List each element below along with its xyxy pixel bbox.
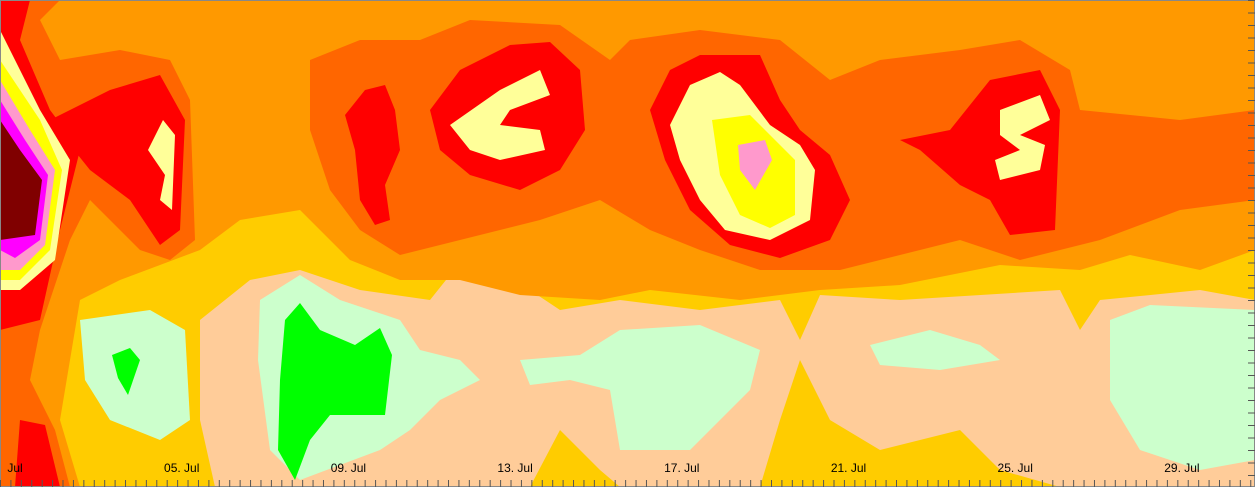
- x-tick-label: 29. Jul: [1164, 461, 1199, 475]
- x-tick-label: 13. Jul: [497, 461, 532, 475]
- x-tick-label: 05. Jul: [164, 461, 199, 475]
- x-tick-label: Jul: [7, 461, 22, 475]
- x-tick-label: 21. Jul: [831, 461, 866, 475]
- x-tick-label: 17. Jul: [664, 461, 699, 475]
- x-axis-labels: Jul 05. Jul 09. Jul 13. Jul 17. Jul 21. Jul 25…: [7, 461, 1199, 475]
- x-tick-label: 25. Jul: [998, 461, 1033, 475]
- x-tick-label: 09. Jul: [331, 461, 366, 475]
